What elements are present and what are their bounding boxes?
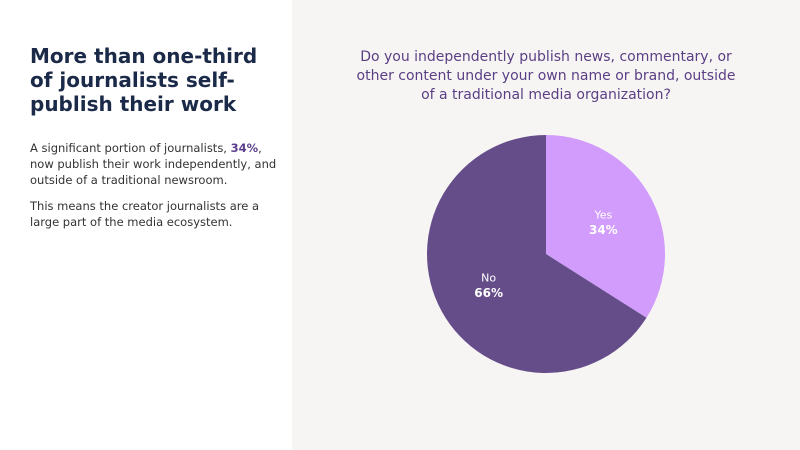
slice-label: Yes — [593, 208, 612, 221]
chart-title: Do you independently publish news, comme… — [356, 49, 736, 103]
value-label: 66% — [474, 286, 503, 300]
paragraph: This means the creator journalists are a… — [30, 199, 260, 229]
highlight: 34% — [230, 141, 259, 155]
slice-label: No — [481, 272, 496, 285]
slide-title: More than one-third of journalists self-… — [30, 44, 258, 116]
value-label: 34% — [589, 223, 618, 237]
text: , now publish their work independently, … — [30, 141, 277, 187]
pie-slice — [427, 135, 647, 374]
pie-slice — [546, 135, 666, 318]
paragraph: A significant portion of journalists, 34… — [30, 140, 280, 188]
text: A significant portion of journalists, — [30, 141, 231, 155]
